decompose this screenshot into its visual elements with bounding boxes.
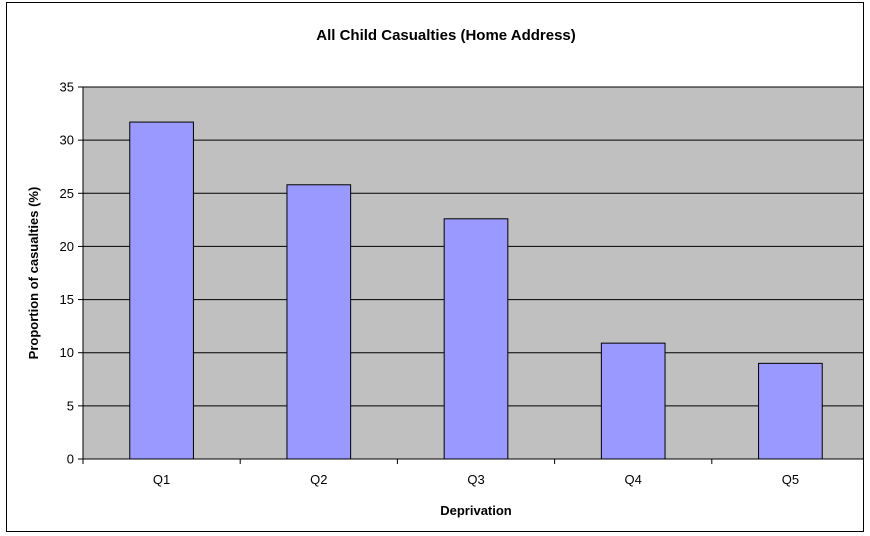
x-axis: Q1 Q2 Q3 Q4 Q5 [82, 458, 870, 487]
y-tick-label: 15 [60, 292, 74, 307]
x-tick-label: Q5 [782, 472, 799, 487]
y-axis-label: Proportion of casualties (%) [26, 187, 41, 360]
chart-title: All Child Casualties (Home Address) [316, 27, 576, 44]
bar-q1 [129, 121, 194, 460]
x-axis-label: Deprivation [440, 503, 512, 518]
y-tick-label: 35 [60, 80, 74, 95]
y-tick-label: 10 [60, 345, 74, 360]
x-tick-label: Q4 [625, 472, 642, 487]
bar-q3 [443, 218, 509, 460]
x-tick-label: Q1 [153, 472, 170, 487]
x-tick-label: Q3 [467, 472, 484, 487]
x-tick-label: Q2 [310, 472, 327, 487]
bar-q5 [758, 362, 823, 460]
bar-q4 [600, 342, 666, 460]
y-axis: 0 5 10 15 20 25 30 35 [60, 80, 84, 467]
y-tick-label: 5 [67, 398, 74, 413]
y-tick-label: 20 [60, 239, 74, 254]
y-tick-label: 25 [60, 186, 74, 201]
bars [129, 121, 823, 460]
y-tick-label: 0 [67, 452, 74, 467]
bar-chart: All Child Casualties (Home Address) 0 5 10… [26, 27, 870, 518]
gridlines [83, 86, 869, 407]
chart-frame: All Child Casualties (Home Address) 0 5 10… [6, 2, 870, 532]
y-tick-label: 30 [60, 133, 74, 148]
bar-q2 [286, 184, 352, 460]
